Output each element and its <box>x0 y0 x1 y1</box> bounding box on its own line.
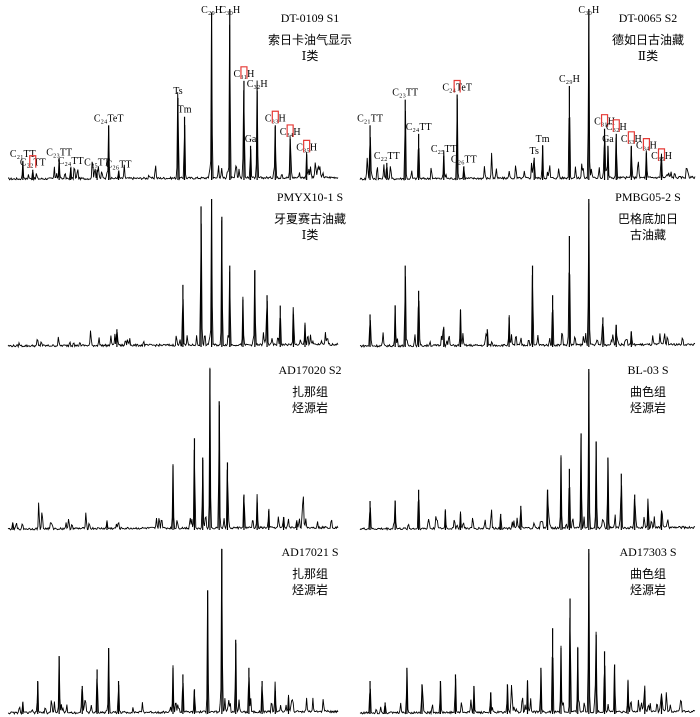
sample-description: 德如日古油藏 <box>612 32 684 47</box>
peak-bracket-marker <box>240 66 248 79</box>
peak-bracket-marker <box>271 110 279 124</box>
peak-label: Tm <box>536 134 550 145</box>
peak-bracket-marker <box>627 131 635 144</box>
peak-label: C₃₁H <box>594 117 615 128</box>
peak-label: C₃₁H <box>234 69 255 80</box>
peak-bracket-marker <box>453 79 461 93</box>
peak-label: Ga <box>602 134 614 145</box>
peak-label: C₂₂TT <box>20 158 46 169</box>
peak-label: C₃₀H <box>578 5 599 16</box>
peak-label: C₂₄TeT <box>442 83 472 94</box>
chromatogram-trace <box>359 13 696 182</box>
peak-label: C₂₁TT <box>357 113 383 124</box>
peak-label: C₂₅TT <box>431 144 457 155</box>
sample-description: 曲色组 <box>630 567 666 581</box>
peak-label: C₂₄TT <box>58 156 84 167</box>
peak-label: C₂₃TT <box>392 88 418 99</box>
sample-description: 扎那组 <box>292 567 328 581</box>
sample-description: 烃源岩 <box>630 400 666 415</box>
peak-label: C₃₂H <box>247 79 268 90</box>
chromatogram-trace <box>8 16 339 182</box>
peak-label: C₂₄TT <box>406 122 432 133</box>
peak-bracket-marker <box>642 138 651 151</box>
sample-description: 烃源岩 <box>292 582 328 597</box>
chromatogram-trace <box>7 201 339 349</box>
peak-label: Ts <box>173 86 182 97</box>
peak-label: C₂₄TeT <box>94 113 124 124</box>
peak-label: C₃₄H <box>280 127 301 138</box>
sample-id: AD17020 S2 <box>278 363 341 377</box>
peak-label: C₃₅H <box>651 151 672 162</box>
sample-description: 扎那组 <box>292 385 328 399</box>
peak-label: C₂₆TT <box>106 159 132 170</box>
chromatogram-trace <box>359 203 696 349</box>
peak-label: C₃₀H <box>219 5 240 16</box>
sample-description: 烃源岩 <box>292 400 328 415</box>
panel-p3: PMYX10-1 S 牙夏赛古油藏 Ⅰ类 <box>7 190 346 349</box>
peak-bracket-marker <box>286 124 294 137</box>
chromatogram-trace <box>7 548 339 716</box>
peak-bracket-marker <box>612 119 620 132</box>
peak-label: Tm <box>178 105 192 116</box>
sample-id: DT-0109 S1 <box>281 11 340 25</box>
peak-label: C₂₆TT <box>451 154 477 165</box>
sample-description: 牙夏赛古油藏 <box>274 211 346 226</box>
sample-description: 烃源岩 <box>630 582 666 597</box>
sample-description: 曲色组 <box>630 385 666 399</box>
chromatogram-trace <box>359 553 696 716</box>
peak-bracket-marker <box>657 148 666 161</box>
peak-label: C₂₃TT <box>46 147 72 158</box>
peak-bracket-marker <box>600 114 609 127</box>
sample-description: 巴格底加日 <box>618 211 678 226</box>
sample-description: Ⅱ类 <box>638 49 658 63</box>
peak-bracket-marker <box>29 155 37 168</box>
peak-label: C₃₃H <box>621 134 642 145</box>
peak-label: C₂₉H <box>201 5 222 16</box>
sample-description: Ⅰ类 <box>302 228 319 242</box>
sample-id: PMYX10-1 S <box>277 190 343 204</box>
sample-id: AD17303 S <box>619 545 676 559</box>
peak-label: C₂₅TT <box>84 158 110 169</box>
peak-label: C₂₉H <box>559 74 580 85</box>
peak-bracket-marker <box>303 139 311 153</box>
sample-id: AD17021 S <box>281 545 338 559</box>
peak-label: C₃₃H <box>265 113 286 124</box>
peak-label: C₂₂TT <box>374 151 400 162</box>
chromatogram-trace <box>359 372 696 531</box>
peak-label: C₃₄H <box>636 141 657 152</box>
panel-p2: C₂₁TT C₂₂TT C₂₃TT C₂₄TT C₂₅TT C₂₄TeT C₂₆TT TsTm… <box>357 5 696 182</box>
peak-label: C₂₁TT <box>10 149 36 160</box>
peak-label: Ts <box>530 146 539 157</box>
sample-description: 古油藏 <box>630 227 666 242</box>
peak-label: C₃₂H <box>606 122 627 133</box>
peak-label: Ga <box>245 134 257 145</box>
sample-id: BL-03 S <box>627 363 668 377</box>
sample-id: DT-0065 S2 <box>619 11 678 25</box>
sample-description: Ⅰ类 <box>302 49 319 63</box>
sample-description: 索日卡油气显示 <box>268 32 352 47</box>
peak-label: C₃₅H <box>296 142 317 153</box>
sample-id: PMBG05-2 S <box>615 190 681 204</box>
